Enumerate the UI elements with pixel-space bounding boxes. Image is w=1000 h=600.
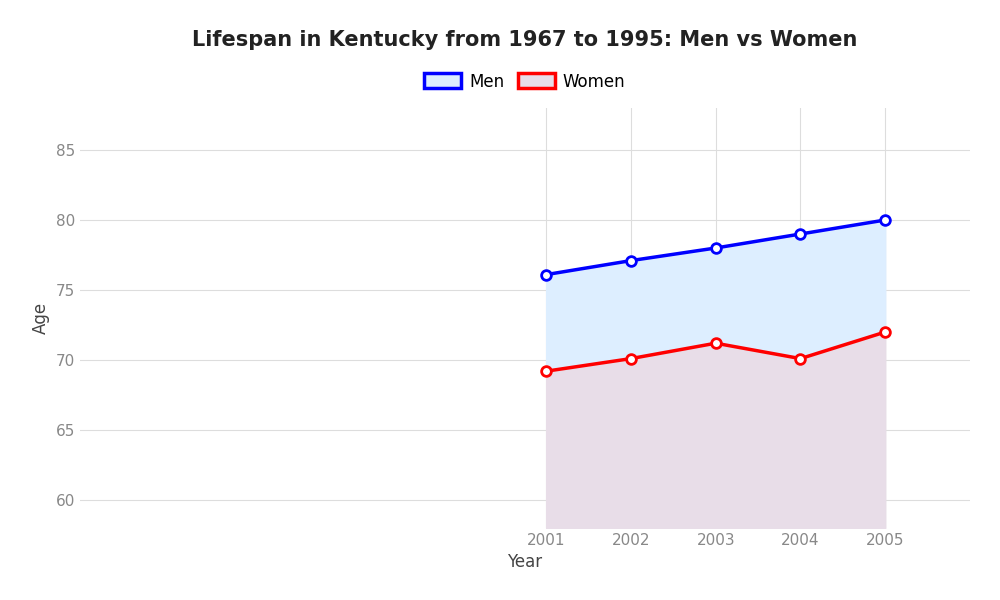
X-axis label: Year: Year (507, 553, 543, 571)
Y-axis label: Age: Age (32, 302, 50, 334)
Legend: Men, Women: Men, Women (418, 66, 632, 97)
Title: Lifespan in Kentucky from 1967 to 1995: Men vs Women: Lifespan in Kentucky from 1967 to 1995: … (192, 29, 858, 49)
